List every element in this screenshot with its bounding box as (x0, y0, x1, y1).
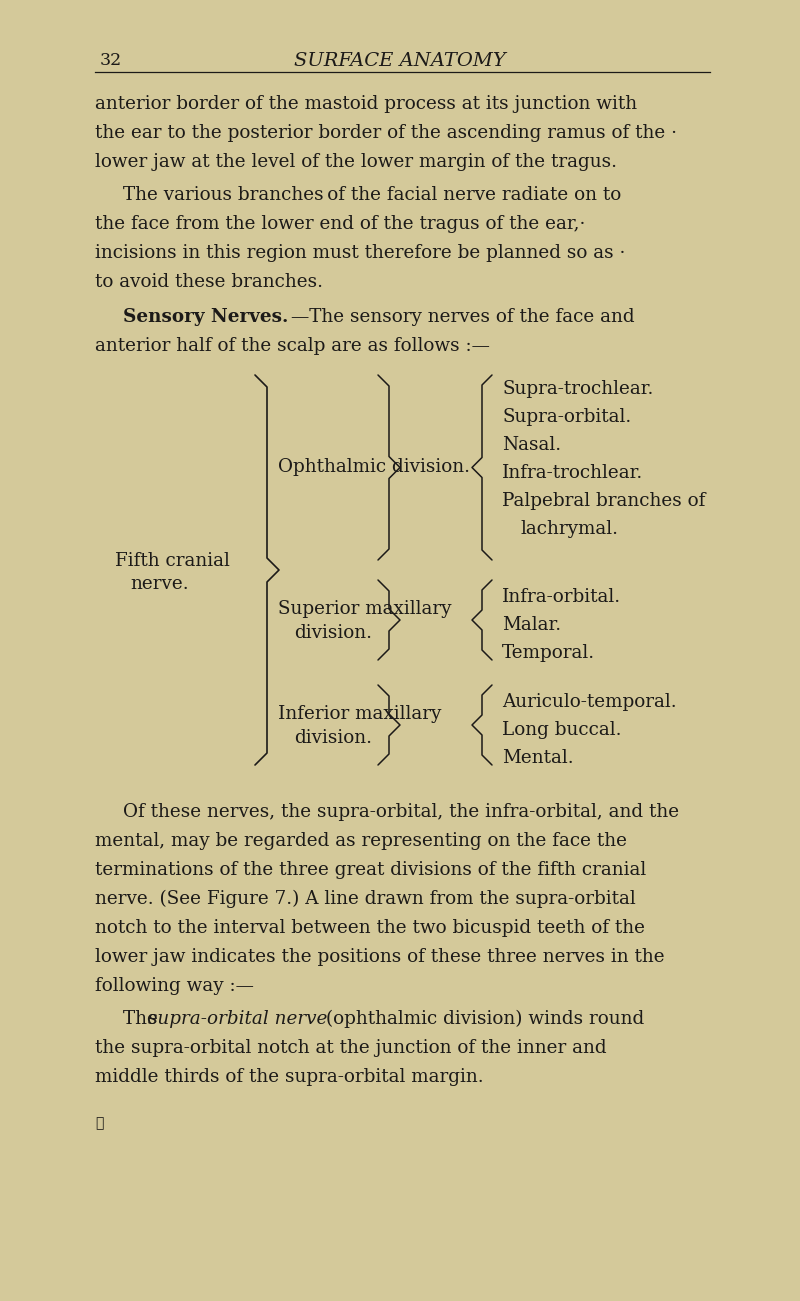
Text: the supra-orbital notch at the junction of the inner and: the supra-orbital notch at the junction … (95, 1039, 606, 1056)
Text: lower jaw at the level of the lower margin of the tragus.: lower jaw at the level of the lower marg… (95, 154, 617, 170)
Text: nerve.: nerve. (130, 575, 189, 593)
Text: SURFACE ANATOMY: SURFACE ANATOMY (294, 52, 506, 70)
Text: mental, may be regarded as representing on the face the: mental, may be regarded as representing … (95, 833, 627, 850)
Text: Temporal.: Temporal. (502, 644, 595, 662)
Text: Infra-trochlear.: Infra-trochlear. (502, 464, 643, 481)
Text: middle thirds of the supra-orbital margin.: middle thirds of the supra-orbital margi… (95, 1068, 484, 1086)
Text: Infra-orbital.: Infra-orbital. (502, 588, 621, 606)
Text: Palpebral branches of: Palpebral branches of (502, 492, 706, 510)
Text: Ophthalmic division.: Ophthalmic division. (278, 458, 470, 475)
Text: Inferior maxillary: Inferior maxillary (278, 705, 442, 723)
Text: notch to the interval between the two bicuspid teeth of the: notch to the interval between the two bi… (95, 919, 645, 937)
Text: Supra-orbital.: Supra-orbital. (502, 409, 631, 425)
Text: The: The (123, 1010, 164, 1028)
Text: 32: 32 (100, 52, 122, 69)
Text: Sensory Nerves.: Sensory Nerves. (123, 308, 288, 327)
Text: The various branches of the facial nerve radiate on to: The various branches of the facial nerve… (123, 186, 622, 204)
Text: supra-orbital nerve: supra-orbital nerve (148, 1010, 327, 1028)
Text: (ophthalmic division) winds round: (ophthalmic division) winds round (320, 1010, 644, 1028)
Text: Mental.: Mental. (502, 749, 574, 768)
Text: following way :—: following way :— (95, 977, 254, 995)
Text: Malar.: Malar. (502, 615, 561, 634)
Text: —The sensory nerves of the face and: —The sensory nerves of the face and (291, 308, 634, 327)
Text: to avoid these branches.: to avoid these branches. (95, 273, 323, 291)
Text: anterior border of the mastoid process at its junction with: anterior border of the mastoid process a… (95, 95, 637, 113)
Text: lower jaw indicates the positions of these three nerves in the: lower jaw indicates the positions of the… (95, 948, 665, 967)
Text: division.: division. (294, 624, 372, 641)
Text: Superior maxillary: Superior maxillary (278, 600, 451, 618)
Text: incisions in this region must therefore be planned so as ·: incisions in this region must therefore … (95, 245, 626, 262)
Text: division.: division. (294, 729, 372, 747)
Text: Nasal.: Nasal. (502, 436, 561, 454)
Text: lachrymal.: lachrymal. (520, 520, 618, 539)
Text: nerve. (See Figure 7.) A line drawn from the supra-orbital: nerve. (See Figure 7.) A line drawn from… (95, 890, 636, 908)
Text: Of these nerves, the supra-orbital, the infra-orbital, and the: Of these nerves, the supra-orbital, the … (123, 803, 679, 821)
Text: ✱: ✱ (95, 1116, 103, 1131)
Text: Auriculo-temporal.: Auriculo-temporal. (502, 693, 677, 712)
Text: the ear to the posterior border of the ascending ramus of the ·: the ear to the posterior border of the a… (95, 124, 677, 142)
Text: Supra-trochlear.: Supra-trochlear. (502, 380, 654, 398)
Text: Long buccal.: Long buccal. (502, 721, 622, 739)
Text: anterior half of the scalp are as follows :—: anterior half of the scalp are as follow… (95, 337, 490, 355)
Text: terminations of the three great divisions of the fifth cranial: terminations of the three great division… (95, 861, 646, 879)
Text: the face from the lower end of the tragus of the ear,·: the face from the lower end of the tragu… (95, 215, 586, 233)
Text: Fifth cranial: Fifth cranial (115, 552, 230, 570)
